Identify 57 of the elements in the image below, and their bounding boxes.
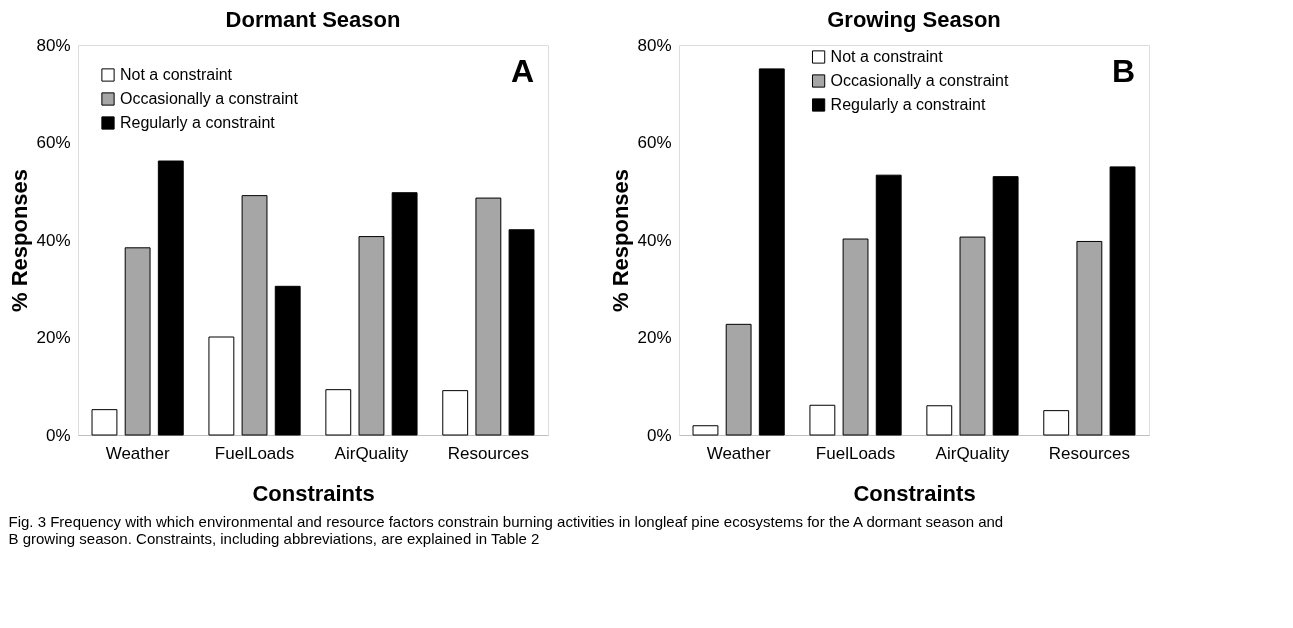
x-tick-label: AirQuality — [334, 443, 409, 463]
x-tick-label: Weather — [706, 443, 771, 463]
x-tick-label: Resources — [447, 443, 530, 463]
bar — [725, 323, 752, 436]
y-axis-title: % Responses — [608, 168, 634, 313]
chart-title: Dormant Season — [225, 7, 401, 32]
bar — [1043, 410, 1070, 436]
bar — [358, 236, 385, 436]
bar — [508, 229, 535, 436]
x-axis-title: Constraints — [853, 480, 976, 506]
bar — [91, 409, 118, 436]
y-tick-label: 80% — [36, 35, 71, 55]
bar — [1109, 166, 1136, 436]
y-tick-label: 20% — [637, 328, 672, 347]
bar — [959, 236, 986, 436]
y-tick-label: 20% — [36, 328, 71, 347]
legend-label: Regularly a constraint — [120, 114, 276, 131]
y-tick-label: 40% — [637, 230, 672, 250]
annotation: B — [1111, 53, 1135, 89]
annotation: A — [510, 53, 534, 89]
bar — [241, 195, 268, 436]
y-tick-label: 0% — [646, 425, 672, 445]
bar — [208, 336, 235, 436]
bar — [157, 160, 184, 436]
y-tick-label: 60% — [36, 133, 71, 152]
x-tick-label: AirQuality — [935, 443, 1010, 463]
x-tick-label: FuelLoads — [214, 443, 295, 463]
bar — [758, 68, 785, 436]
y-tick-label: 40% — [36, 230, 71, 250]
x-axis-title: Constraints — [252, 480, 375, 506]
chart-title: Growing Season — [827, 7, 1001, 32]
bar — [475, 197, 502, 436]
x-tick-label: Weather — [105, 443, 170, 463]
bar — [842, 238, 869, 436]
bar — [391, 192, 418, 436]
legend-label: Not a constraint — [830, 48, 944, 65]
y-tick-label: 0% — [45, 425, 71, 445]
legend-label: Occasionally a constraint — [120, 90, 299, 107]
bar — [809, 404, 836, 436]
y-axis-title: % Responses — [7, 168, 33, 313]
bar — [124, 247, 151, 436]
x-tick-label: FuelLoads — [815, 443, 896, 463]
legend-label: Not a constraint — [120, 66, 233, 83]
legend-label: Regularly a constraint — [830, 96, 986, 113]
bar — [325, 389, 352, 436]
legend-label: Occasionally a constraint — [830, 72, 1010, 89]
y-tick-label: 60% — [637, 133, 672, 152]
bar — [992, 176, 1019, 436]
bar — [692, 425, 719, 436]
caption: Fig. 3 Frequency with which environmental and resource factors constrain burning activities in longleaf pine ecosystems for the A dormant season and B growing season. Constraints, including abbreviations, are explained in Table 2 — [8, 512, 1004, 547]
y-tick-label: 80% — [637, 35, 672, 55]
bar — [1076, 240, 1103, 436]
bar — [875, 174, 902, 436]
bar — [442, 390, 469, 436]
bar — [926, 405, 953, 436]
bar — [274, 285, 301, 436]
x-tick-label: Resources — [1048, 443, 1131, 463]
